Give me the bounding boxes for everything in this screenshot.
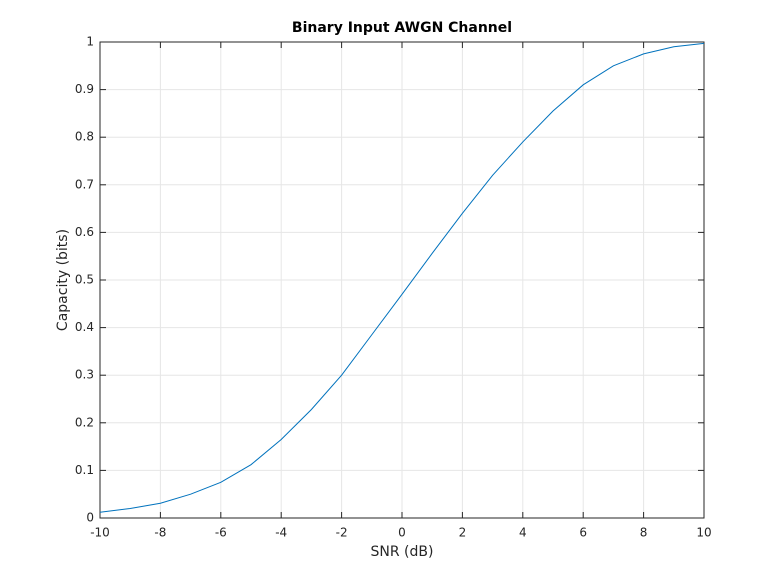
- x-tick-label: 4: [519, 526, 527, 540]
- y-tick-label: 0.3: [75, 368, 94, 382]
- y-tick-label: 0.4: [75, 320, 94, 334]
- y-tick-label: 0.8: [75, 130, 94, 144]
- x-tick-label: -6: [215, 526, 227, 540]
- y-tick-label: 0.6: [75, 225, 94, 239]
- x-tick-label: 8: [640, 526, 648, 540]
- y-tick-label: 0.7: [75, 177, 94, 191]
- x-tick-label: 10: [696, 526, 711, 540]
- x-tick-label: -4: [275, 526, 287, 540]
- chart-title: Binary Input AWGN Channel: [292, 20, 512, 36]
- y-tick-label: 0.5: [75, 273, 94, 287]
- x-tick-label: 2: [459, 526, 467, 540]
- y-tick-label: 0.1: [75, 463, 94, 477]
- x-tick-label: 0: [398, 526, 406, 540]
- y-tick-label: 0.2: [75, 415, 94, 429]
- y-tick-label: 0: [86, 511, 94, 525]
- y-tick-label: 0.9: [75, 82, 94, 96]
- plot-frame: [99, 41, 705, 519]
- x-tick-label: -8: [154, 526, 166, 540]
- x-tick-label: 6: [579, 526, 587, 540]
- x-axis-label: SNR (dB): [371, 544, 434, 560]
- x-tick-label: -10: [90, 526, 110, 540]
- data-line: [99, 42, 705, 513]
- y-axis-label: Capacity (bits): [55, 229, 71, 331]
- y-tick-label: 1: [86, 35, 94, 49]
- x-tick-label: -2: [336, 526, 348, 540]
